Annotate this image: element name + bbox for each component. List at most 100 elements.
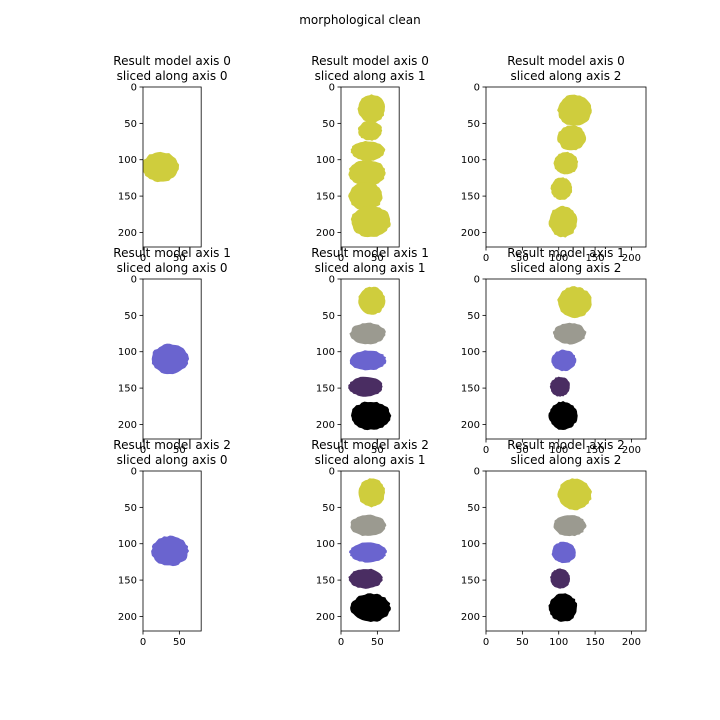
segment-blob-yellow bbox=[557, 286, 592, 319]
subplot-subtitle: sliced along axis 0 bbox=[117, 69, 228, 83]
segment-blob-yellow bbox=[348, 159, 386, 186]
y-tick-label: 50 bbox=[124, 503, 137, 514]
segments bbox=[151, 343, 190, 375]
y-tick-label: 150 bbox=[316, 576, 335, 587]
subplot-subtitle: sliced along axis 1 bbox=[315, 261, 426, 275]
segment-blob-purple bbox=[348, 568, 383, 589]
axes-frame bbox=[340, 470, 400, 632]
segment-blob-yellow bbox=[350, 205, 391, 238]
subplot-title: Result model axis 2 bbox=[113, 438, 231, 452]
segment-blob-yellow bbox=[557, 478, 592, 511]
subplot-subtitle: sliced along axis 0 bbox=[117, 453, 228, 467]
x-tick-label: 0 bbox=[483, 445, 489, 456]
segment-blob-yellow bbox=[350, 140, 386, 161]
subplot-title: Result model axis 1 bbox=[113, 246, 231, 260]
segments bbox=[548, 286, 592, 430]
y-tick-label: 0 bbox=[131, 467, 137, 478]
segment-blob-blue bbox=[349, 350, 387, 371]
x-tick-label: 150 bbox=[586, 445, 605, 456]
segments bbox=[548, 478, 592, 622]
x-tick-label: 50 bbox=[516, 253, 529, 264]
y-tick-label: 0 bbox=[474, 83, 480, 94]
segment-blob-yellow bbox=[357, 94, 385, 124]
y-tick-label: 0 bbox=[329, 83, 335, 94]
y-tick-label: 150 bbox=[316, 384, 335, 395]
subplot-3-1: 0 50 0 50 100 150 200 Result model axis 2sliced… bbox=[113, 438, 231, 648]
axes-frame bbox=[485, 470, 647, 632]
subplot-title: Result model axis 0 bbox=[507, 54, 625, 68]
y-tick-label: 100 bbox=[461, 155, 480, 166]
segments bbox=[348, 478, 391, 622]
axes-frame bbox=[340, 86, 400, 248]
segments bbox=[143, 151, 180, 183]
segment-blob-gray bbox=[349, 322, 386, 345]
x-tick-label: 50 bbox=[173, 637, 186, 648]
y-tick-label: 200 bbox=[461, 420, 480, 431]
segment-blob-blue bbox=[349, 542, 387, 563]
y-tick-label: 0 bbox=[474, 275, 480, 286]
subplot-title: Result model axis 2 bbox=[311, 438, 429, 452]
x-tick-label: 0 bbox=[338, 637, 344, 648]
y-tick-label: 200 bbox=[461, 228, 480, 239]
y-tick-label: 200 bbox=[118, 612, 137, 623]
subplot-title: Result model axis 1 bbox=[311, 246, 429, 260]
y-tick-label: 0 bbox=[131, 275, 137, 286]
subplot-1-2: 0 50 0 50 100 150 200 Result model axis 0sliced… bbox=[311, 54, 429, 264]
x-tick-label: 50 bbox=[173, 445, 186, 456]
y-tick-label: 100 bbox=[461, 347, 480, 358]
segment-blob-yellow bbox=[348, 181, 383, 211]
segments bbox=[548, 94, 592, 238]
x-tick-label: 0 bbox=[140, 637, 146, 648]
axes-frame bbox=[142, 86, 202, 248]
subplot-title: Result model axis 0 bbox=[311, 54, 429, 68]
y-tick-label: 50 bbox=[322, 119, 335, 130]
y-tick-label: 0 bbox=[329, 467, 335, 478]
x-tick-label: 200 bbox=[622, 637, 641, 648]
x-tick-label: 150 bbox=[586, 637, 605, 648]
segment-blob-yellow bbox=[550, 177, 573, 200]
y-tick-label: 150 bbox=[316, 192, 335, 203]
y-tick-label: 50 bbox=[322, 311, 335, 322]
segment-blob-black bbox=[350, 593, 391, 622]
y-tick-label: 50 bbox=[124, 311, 137, 322]
axes-frame bbox=[142, 278, 202, 440]
segment-blob-gray bbox=[552, 322, 587, 345]
y-tick-label: 100 bbox=[461, 539, 480, 550]
y-tick-label: 150 bbox=[461, 384, 480, 395]
subplot-subtitle: sliced along axis 1 bbox=[315, 453, 426, 467]
y-tick-label: 0 bbox=[131, 83, 137, 94]
x-tick-label: 200 bbox=[622, 253, 641, 264]
subplot-subtitle: sliced along axis 2 bbox=[511, 453, 622, 467]
x-tick-label: 0 bbox=[140, 253, 146, 264]
segment-blob-blue bbox=[151, 535, 190, 567]
x-tick-label: 0 bbox=[338, 445, 344, 456]
figure-suptitle: morphological clean bbox=[299, 13, 421, 27]
x-tick-label: 150 bbox=[586, 253, 605, 264]
axes-frame bbox=[485, 278, 647, 440]
x-tick-label: 0 bbox=[483, 637, 489, 648]
segment-blob-yellow bbox=[557, 124, 587, 151]
subplot-subtitle: sliced along axis 0 bbox=[117, 261, 228, 275]
segment-blob-blue bbox=[151, 343, 190, 375]
subplot-3-2: 0 50 0 50 100 150 200 Result model axis 2sliced… bbox=[311, 438, 429, 648]
y-tick-label: 150 bbox=[118, 192, 137, 203]
segment-blob-yellow bbox=[548, 205, 578, 238]
x-tick-label: 100 bbox=[549, 637, 568, 648]
y-tick-label: 150 bbox=[461, 192, 480, 203]
segment-blob-black bbox=[548, 401, 578, 430]
segment-blob-yellow bbox=[143, 151, 180, 183]
y-tick-label: 150 bbox=[461, 576, 480, 587]
x-tick-label: 50 bbox=[371, 253, 384, 264]
subplot-title: Result model axis 0 bbox=[113, 54, 231, 68]
y-tick-label: 150 bbox=[118, 576, 137, 587]
x-tick-label: 0 bbox=[483, 253, 489, 264]
segment-blob-blue bbox=[551, 349, 577, 372]
x-tick-label: 50 bbox=[516, 445, 529, 456]
segments bbox=[348, 94, 391, 238]
y-tick-label: 100 bbox=[118, 347, 137, 358]
subplot-2-2: 0 50 0 50 100 150 200 Result model axis 1sliced… bbox=[311, 246, 429, 456]
